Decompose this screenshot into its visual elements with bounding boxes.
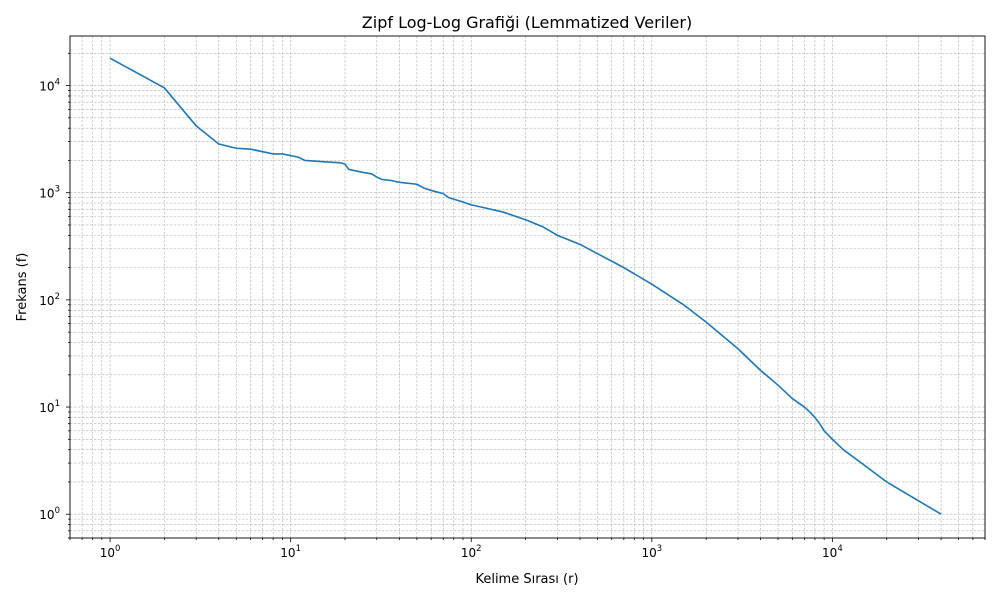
x-tick-label: 103 — [641, 544, 662, 560]
y-tick-label: 103 — [39, 185, 60, 201]
chart-title: Zipf Log-Log Grafiği (Lemmatized Veriler… — [362, 13, 692, 32]
x-tick-label: 100 — [100, 544, 121, 560]
x-tick-label: 101 — [280, 544, 301, 560]
y-tick-label: 102 — [39, 292, 60, 308]
y-axis-label: Frekans (f) — [15, 253, 30, 322]
plot-frame — [69, 35, 986, 539]
y-tick-label: 101 — [39, 399, 60, 415]
y-tick-label: 100 — [39, 506, 60, 522]
grid — [69, 36, 986, 539]
x-tick-label: 102 — [461, 544, 482, 560]
x-tick-label: 104 — [822, 544, 843, 560]
axis-ticks: 100 101 102 103 104 100 101 102 103 104 — [39, 52, 986, 560]
y-tick-label: 104 — [39, 78, 60, 94]
frequency-series-line — [109, 57, 942, 515]
x-axis-label: Kelime Sırası (r) — [475, 572, 578, 587]
